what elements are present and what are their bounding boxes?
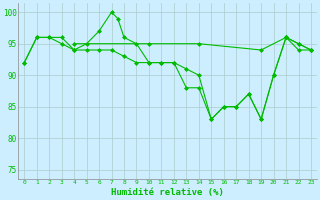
X-axis label: Humidité relative (%): Humidité relative (%) bbox=[111, 188, 224, 197]
